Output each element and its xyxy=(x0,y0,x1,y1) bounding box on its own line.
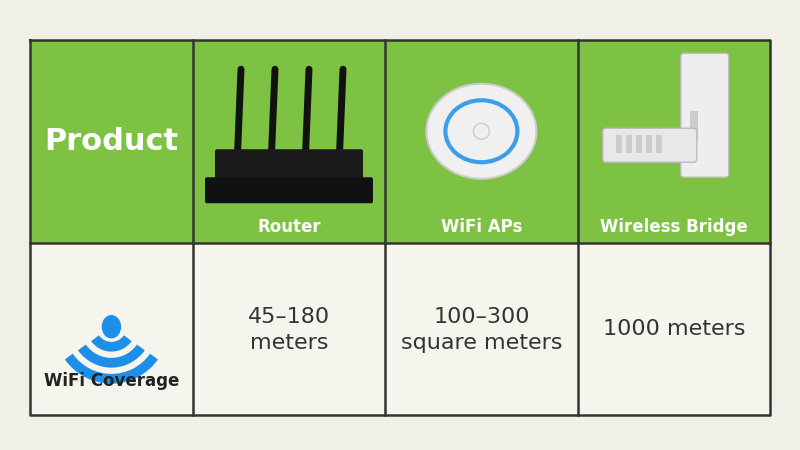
Bar xyxy=(386,40,578,243)
Bar xyxy=(690,111,698,141)
Bar xyxy=(30,243,193,415)
Bar xyxy=(616,135,622,153)
Bar xyxy=(656,135,662,153)
Bar xyxy=(626,135,632,153)
Text: square meters: square meters xyxy=(401,333,562,353)
Bar xyxy=(386,243,578,415)
Bar xyxy=(646,135,652,153)
Ellipse shape xyxy=(446,100,518,162)
Text: meters: meters xyxy=(250,333,328,353)
Text: Wireless Bridge: Wireless Bridge xyxy=(600,217,748,235)
Text: Product: Product xyxy=(44,127,178,156)
FancyBboxPatch shape xyxy=(215,149,363,185)
Ellipse shape xyxy=(426,84,537,179)
Bar xyxy=(193,40,386,243)
FancyBboxPatch shape xyxy=(205,177,373,203)
Text: Router: Router xyxy=(257,217,321,235)
Bar xyxy=(30,40,193,243)
Bar xyxy=(193,243,386,415)
Text: 100–300: 100–300 xyxy=(433,307,530,327)
Text: 45–180: 45–180 xyxy=(248,307,330,327)
Text: 1000 meters: 1000 meters xyxy=(602,319,745,339)
Bar xyxy=(578,40,770,243)
FancyBboxPatch shape xyxy=(603,128,697,162)
FancyBboxPatch shape xyxy=(681,53,729,177)
Bar xyxy=(578,243,770,415)
Bar xyxy=(636,135,642,153)
Text: WiFi Coverage: WiFi Coverage xyxy=(44,372,179,390)
Ellipse shape xyxy=(102,316,121,338)
Circle shape xyxy=(474,123,490,139)
Text: WiFi APs: WiFi APs xyxy=(441,217,522,235)
